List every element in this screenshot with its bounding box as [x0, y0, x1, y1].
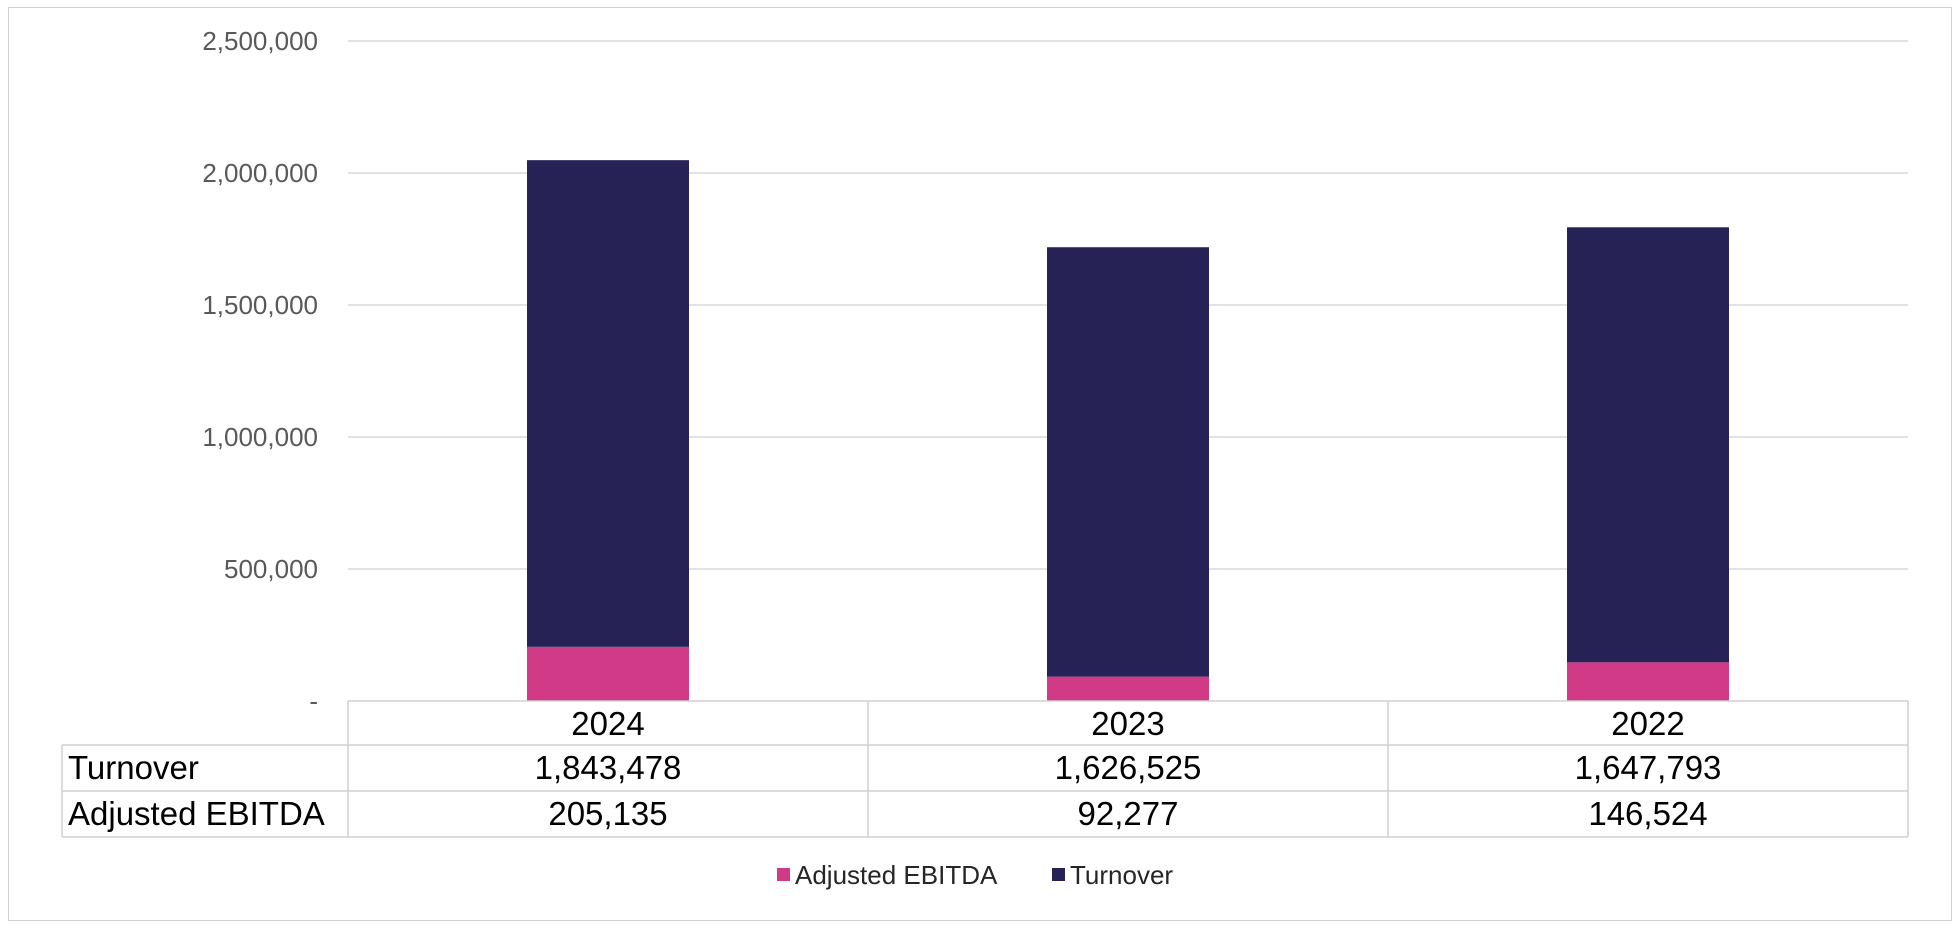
- table-cell: 1,626,525: [1055, 749, 1202, 786]
- bar-turnover: [527, 160, 689, 647]
- y-tick-label: 500,000: [224, 554, 318, 584]
- y-tick-label: 1,500,000: [202, 290, 318, 320]
- y-tick-label: -: [309, 686, 318, 716]
- bar-turnover: [1047, 247, 1209, 677]
- legend-label: Adjusted EBITDA: [795, 860, 998, 890]
- legend-label: Turnover: [1070, 860, 1173, 890]
- legend-swatch: [1052, 868, 1065, 881]
- bar-adjusted-ebitda: [527, 646, 689, 701]
- chart-frame: [8, 7, 1952, 921]
- x-tick-label: 2024: [571, 705, 644, 742]
- x-tick-label: 2022: [1611, 705, 1684, 742]
- table-row-label: Adjusted EBITDA: [68, 795, 325, 832]
- bar-turnover: [1567, 227, 1729, 663]
- table-cell: 1,647,793: [1575, 749, 1722, 786]
- bar-adjusted-ebitda: [1567, 662, 1729, 701]
- y-tick-label: 2,000,000: [202, 158, 318, 188]
- x-tick-label: 2023: [1091, 705, 1164, 742]
- table-row-label: Turnover: [68, 749, 199, 786]
- table-cell: 146,524: [1588, 795, 1707, 832]
- y-tick-label: 2,500,000: [202, 26, 318, 56]
- table-cell: 1,843,478: [535, 749, 682, 786]
- table-cell: 92,277: [1078, 795, 1179, 832]
- y-tick-label: 1,000,000: [202, 422, 318, 452]
- table-cell: 205,135: [548, 795, 667, 832]
- legend-swatch: [777, 868, 790, 881]
- bar-adjusted-ebitda: [1047, 676, 1209, 701]
